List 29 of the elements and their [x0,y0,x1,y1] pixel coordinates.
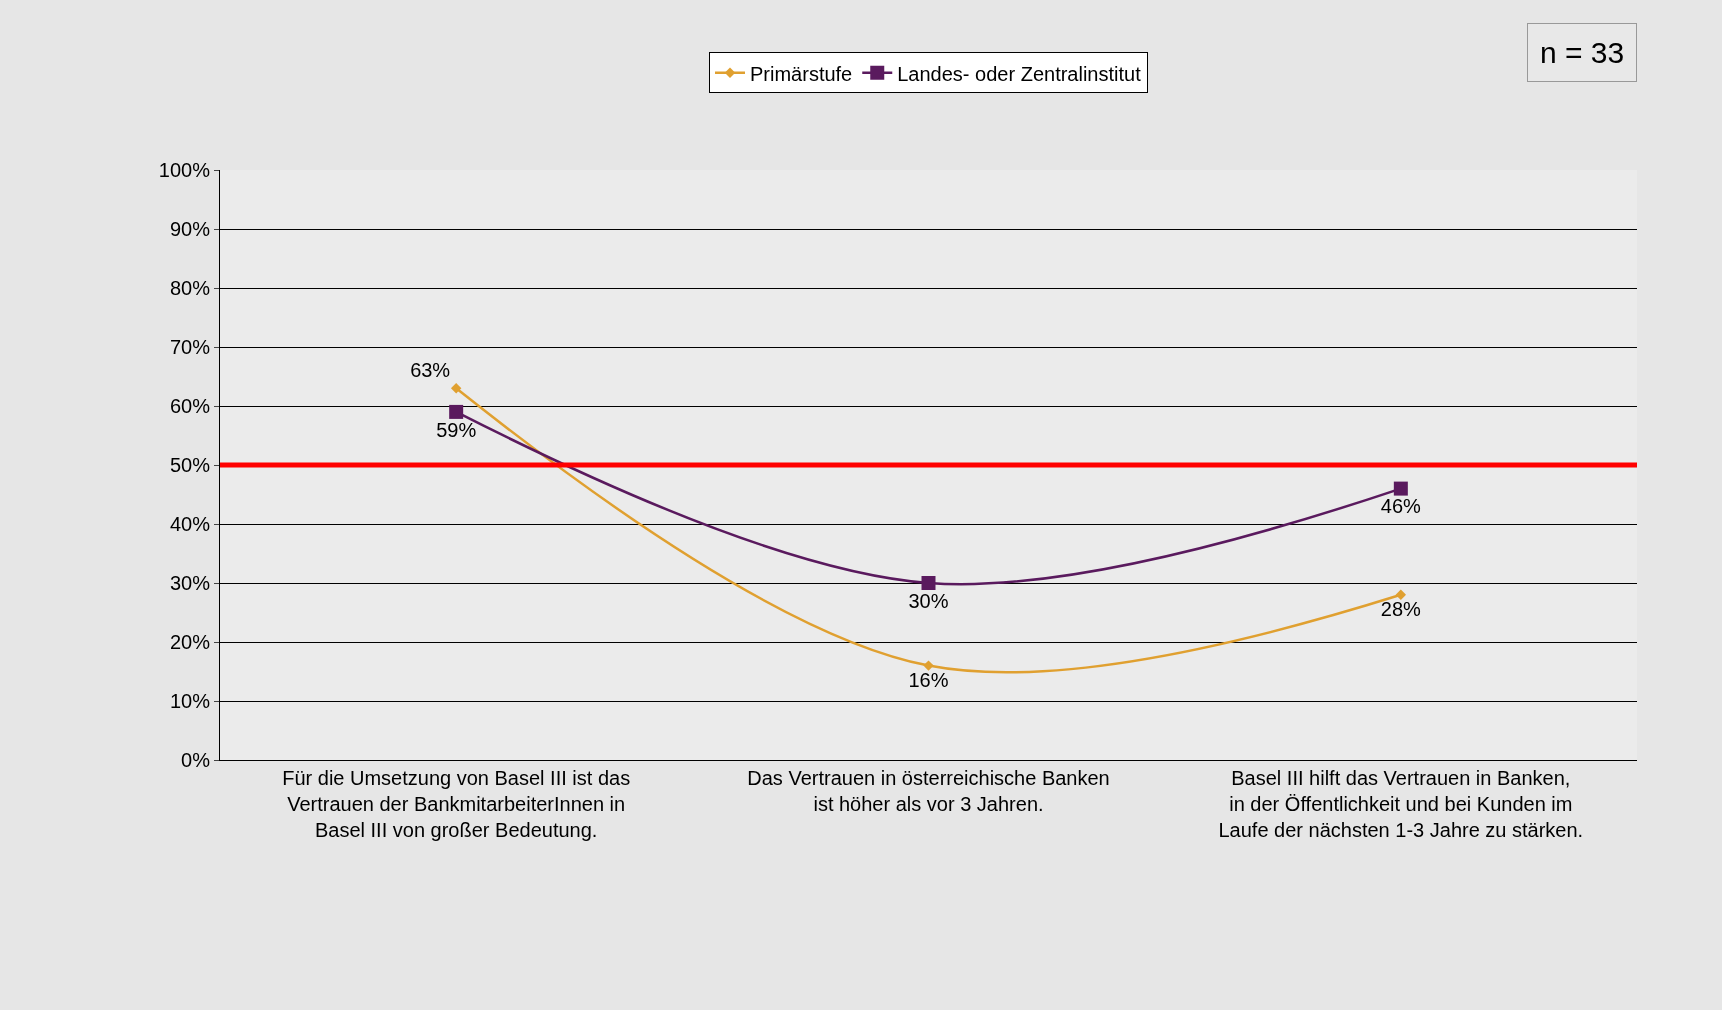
y-tick-label: 50% [169,454,211,476]
y-tick-label: 10% [169,690,211,712]
y-tick-label: 20% [169,631,211,653]
point [450,383,462,394]
data-label: 59% [436,418,477,441]
data-label: 30% [908,589,949,612]
data-label: 16% [908,668,949,691]
y-tick-label: 30% [169,572,211,594]
y-tick-label: 60% [169,395,211,417]
x-tick-label: Für die Umsetzung von Basel III ist das Vertrauen der BankmitarbeiterInnen in Basel III von großer Bedeutung. [282,767,631,841]
y-tick-label: 0% [181,749,211,771]
y-tick-label: 80% [169,277,211,299]
data-label: 28% [1380,597,1422,620]
y-tick-label: 90% [169,218,211,240]
legend-label: Primärstufe [750,62,853,85]
x-tick-label: Das Vertrauen in österreichische Banken ist höher als vor 3 Jahren. [747,767,1110,815]
y-tick-label: 100% [158,159,211,181]
legend-label: Landes- oder Zentralinstitut [897,62,1142,85]
point [921,576,936,590]
data-label: 46% [1380,495,1422,518]
point [923,660,934,671]
data-label: 63% [410,359,451,382]
y-tick-label: 70% [169,336,211,358]
y-tick-label: 40% [169,513,211,535]
text: n = 33 [1540,36,1625,69]
x-tick-label: Basel III hilft das Vertrauen in Banken, in der Öffentlichkeit und bei Kunden im Laufe der nächsten 1-3 Jahre zu stärken. [1218,767,1584,841]
point [1393,481,1408,496]
point [1395,589,1407,600]
point [449,404,464,419]
